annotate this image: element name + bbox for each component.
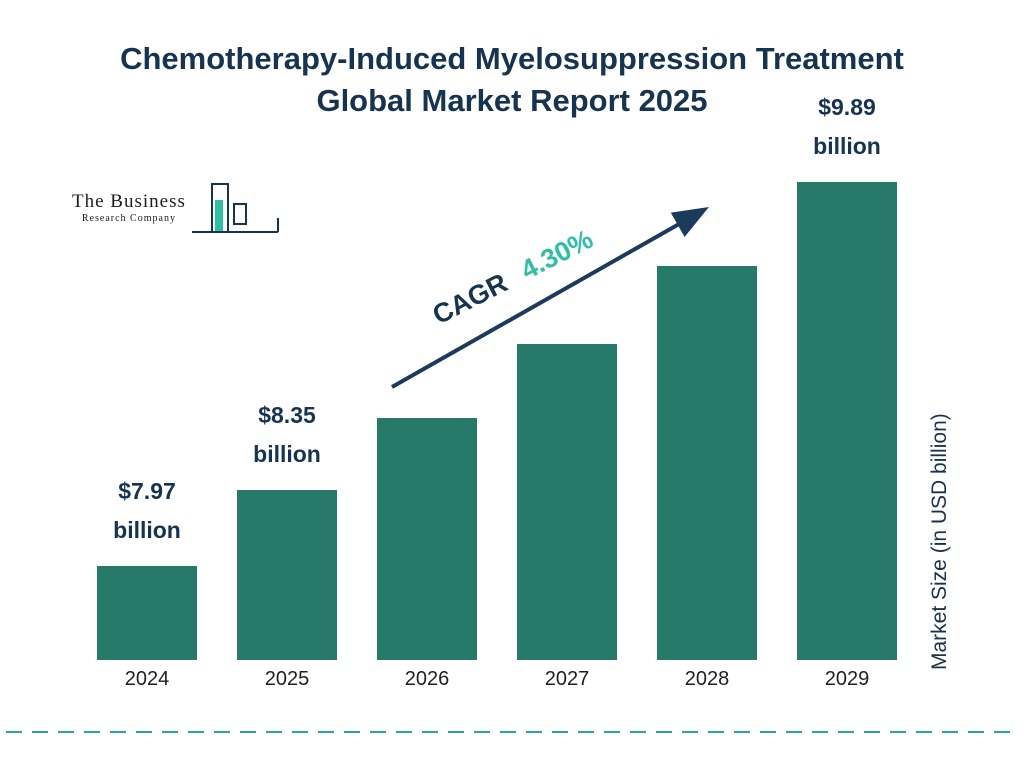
y-axis-label: Market Size (in USD billion) (928, 413, 951, 670)
x-axis-label-2027: 2027 (544, 668, 590, 690)
x-axis-label-2025: 2025 (264, 668, 310, 690)
x-axis-label-2024: 2024 (124, 668, 170, 690)
bar-value-unit: billion (253, 440, 321, 467)
bar-value-label-2029: $9.89 billion (767, 88, 927, 166)
bar-value-label-2024: $7.97 billion (67, 472, 227, 550)
company-logo: The Business Research Company (72, 178, 282, 246)
x-axis-labels: 2024 2025 2026 2027 2028 2029 (90, 668, 900, 698)
bar-2027 (517, 344, 617, 660)
bottom-dashed-divider (6, 731, 1018, 733)
bar-value-amount: $7.97 (118, 477, 176, 504)
plot-area: $7.97 billion $8.35 billion $9.89 billion (90, 94, 900, 660)
bar-value-label-2025: $8.35 billion (207, 396, 367, 474)
bar-2026 (377, 418, 477, 660)
company-name: The Business (72, 191, 186, 212)
chart-title: Chemotherapy-Induced Myelosuppression Tr… (120, 41, 904, 118)
bar-2024 (97, 566, 197, 660)
logo-bars-icon (191, 183, 279, 233)
company-subname: Research Company (81, 213, 176, 224)
x-axis-label-2026: 2026 (404, 668, 450, 690)
bar-value-amount: $9.89 (818, 93, 876, 120)
bar-value-unit: billion (113, 516, 181, 543)
x-axis-label-2028: 2028 (684, 668, 730, 690)
x-axis-label-2029: 2029 (824, 668, 870, 690)
cagr-trend-arrow (391, 207, 709, 389)
bar-value-amount: $8.35 (258, 401, 316, 428)
bar-value-unit: billion (813, 132, 881, 159)
bar-2028 (657, 266, 757, 660)
company-logo-text: The Business Research Company (72, 191, 186, 246)
bar-2025 (237, 490, 337, 660)
bar-2029 (797, 182, 897, 660)
